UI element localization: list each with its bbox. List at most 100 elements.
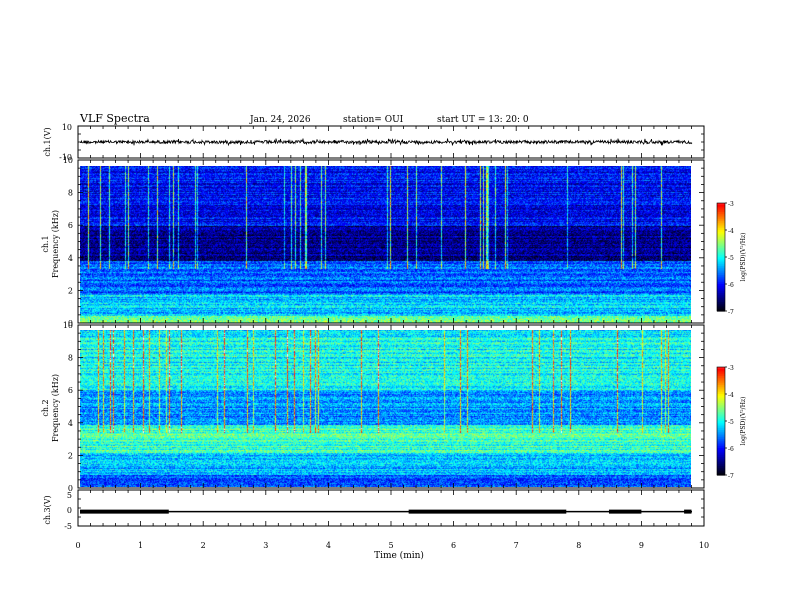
ch2-spec-ylabel-1: ch.2 — [41, 399, 50, 416]
colorbar-swatch — [717, 303, 725, 307]
colorbar-label: log(PSD)(V²/Hz) — [740, 397, 747, 446]
colorbar-swatch — [717, 439, 725, 442]
colorbar-swatch — [717, 419, 725, 422]
colorbar-swatch — [717, 226, 725, 229]
ch2-spectrogram-panel: 0 2 4 6 8 10 ch.2 Frequency (kHz) -3 -4 -5 -6 -7 l… — [41, 321, 747, 493]
colorbar-swatch — [717, 471, 725, 474]
colorbar-swatch — [717, 404, 725, 408]
colorbar-swatch — [717, 466, 725, 469]
colorbar-swatch — [717, 240, 725, 244]
colorbar-swatch — [717, 282, 725, 285]
colorbar-swatch — [717, 372, 725, 375]
colorbar-swatch — [717, 280, 725, 283]
colorbar-swatch — [717, 219, 725, 222]
colorbar-tick-label: -6 — [728, 446, 734, 453]
x-tick-label: 2 — [201, 541, 206, 550]
colorbar-swatch — [717, 399, 725, 402]
x-tick-label: 8 — [576, 541, 581, 550]
y-tick-label: 8 — [68, 354, 73, 363]
colorbar-swatch — [717, 415, 725, 418]
colorbar-swatch — [717, 390, 725, 393]
y-tick-label: 2 — [68, 451, 73, 460]
colorbar-swatch — [717, 392, 725, 395]
colorbar-swatch — [717, 305, 725, 308]
colorbar-swatch — [717, 244, 725, 247]
colorbar-swatch — [717, 431, 725, 435]
y-tick-label: 2 — [68, 286, 73, 295]
colorbar-swatch — [717, 253, 725, 256]
colorbar-swatch — [717, 204, 725, 208]
colorbar-swatch — [717, 203, 725, 206]
colorbar-tick-label: -4 — [728, 392, 734, 399]
y-tick-label: 10 — [63, 321, 73, 330]
colorbar-swatch — [717, 406, 725, 409]
colorbar-swatch — [717, 237, 725, 240]
colorbar-swatch — [717, 377, 725, 381]
ch1-spectrogram-panel: 0 2 4 6 8 10 ch.1 Frequency (kHz) -3 -4 -5 -6 -7 l… — [41, 156, 747, 328]
colorbar-swatch — [717, 457, 725, 460]
ch1-ylabel: ch.1(V) — [43, 127, 52, 156]
colorbar-swatch — [717, 469, 725, 472]
colorbar-swatch — [717, 285, 725, 289]
ch3-waveform-frame — [77, 489, 705, 527]
colorbar-swatch — [717, 235, 725, 238]
ch1-trace-line — [79, 138, 693, 147]
ch1-spectrogram-yticks: 0 2 4 6 8 10 — [63, 156, 705, 328]
colorbar-swatch — [717, 417, 725, 420]
ch1-spec-ylabel-1: ch.1 — [41, 235, 50, 252]
colorbar-swatch — [717, 367, 725, 370]
colorbar-swatch — [717, 284, 725, 287]
colorbar-swatch — [717, 246, 725, 249]
start-time-label: start UT = 13: 20: 0 — [437, 115, 529, 125]
colorbar-swatch — [717, 421, 725, 424]
colorbar-swatch — [717, 437, 725, 440]
colorbar-swatch — [717, 300, 725, 303]
colorbar-swatch — [717, 426, 725, 429]
colorbar-swatch — [717, 374, 725, 377]
colorbar-swatch — [717, 401, 725, 404]
colorbar-swatch — [717, 435, 725, 438]
colorbar-label: log(PSD)(V²/Hz) — [740, 233, 747, 282]
x-tick-label: 9 — [639, 541, 644, 550]
ch1-spectrogram-image — [80, 166, 691, 323]
colorbar-swatch — [717, 473, 725, 476]
colorbar-swatch — [717, 444, 725, 447]
colorbar-swatch — [717, 302, 725, 305]
colorbar-swatch — [717, 462, 725, 465]
colorbar-tick-label: -5 — [728, 255, 734, 262]
colorbar-swatch — [717, 222, 725, 226]
colorbar-swatch — [717, 424, 725, 427]
colorbar-swatch — [717, 239, 725, 242]
x-tick-label: 0 — [75, 541, 80, 550]
colorbar-swatch — [717, 307, 725, 310]
colorbar-swatch — [717, 422, 725, 426]
colorbar-swatch — [717, 453, 725, 456]
colorbar-swatch — [717, 467, 725, 471]
colorbar-swatch — [717, 266, 725, 269]
colorbar-swatch — [717, 208, 725, 211]
colorbar-swatch — [717, 412, 725, 415]
colorbar-swatch — [717, 217, 725, 220]
colorbar-swatch — [717, 287, 725, 290]
colorbar-swatch — [717, 276, 725, 280]
colorbar-swatch — [717, 210, 725, 213]
ch2-spectrogram-yticks: 0 2 4 6 8 10 — [63, 321, 705, 493]
y-tick-label: 4 — [68, 254, 73, 263]
colorbar-swatch — [717, 228, 725, 231]
colorbar-tick-label: -6 — [728, 282, 734, 289]
colorbar-swatch — [717, 395, 725, 399]
colorbar-swatch — [717, 271, 725, 274]
colorbar-swatch — [717, 455, 725, 458]
ch3-yticks: 0 — [67, 489, 704, 527]
colorbar-swatch — [717, 381, 725, 384]
ch1-colorbar: -3 -4 -5 -6 -7 log(PSD)(V²/Hz) — [716, 201, 747, 316]
colorbar-swatch — [717, 394, 725, 397]
x-tick-label: 1 — [138, 541, 143, 550]
colorbar-tick-label: -5 — [728, 419, 734, 426]
colorbar-swatch — [717, 460, 725, 463]
ch2-spectrogram-image — [80, 330, 691, 487]
colorbar-swatch — [717, 224, 725, 227]
x-tick-label: 3 — [263, 541, 268, 550]
y-tick-label: 4 — [68, 419, 73, 428]
